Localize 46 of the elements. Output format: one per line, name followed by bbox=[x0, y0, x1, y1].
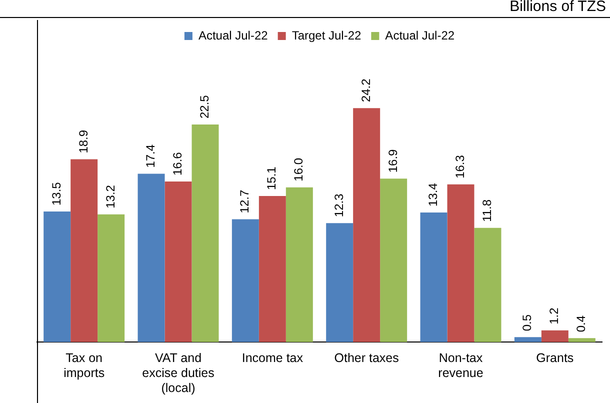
bar bbox=[258, 196, 286, 342]
bar bbox=[286, 187, 313, 342]
legend-label: Actual Jul-22 bbox=[198, 28, 268, 42]
data-label: 15.1 bbox=[264, 166, 279, 190]
bar bbox=[353, 108, 380, 342]
data-label: 11.8 bbox=[480, 199, 494, 222]
bar bbox=[447, 184, 474, 342]
data-label: 13.2 bbox=[103, 184, 118, 208]
bar bbox=[164, 182, 192, 342]
data-label: 16.3 bbox=[453, 154, 468, 178]
bar bbox=[474, 228, 502, 342]
data-label: 16.6 bbox=[170, 152, 185, 176]
bar bbox=[514, 337, 542, 342]
data-label: 0.4 bbox=[574, 315, 588, 332]
bar bbox=[232, 219, 259, 342]
x-tick-label: Grants bbox=[536, 350, 574, 365]
bar bbox=[326, 223, 354, 342]
bar bbox=[138, 174, 165, 342]
bar bbox=[98, 214, 125, 342]
data-label: 13.5 bbox=[49, 182, 64, 206]
x-tick-label: Non-tax revenue bbox=[438, 350, 484, 380]
chart-subtitle: Billions of TZS bbox=[510, 0, 606, 15]
bar bbox=[420, 212, 448, 342]
data-label: 12.7 bbox=[238, 190, 252, 214]
data-label: 12.3 bbox=[332, 193, 346, 218]
bar bbox=[568, 338, 596, 342]
legend-label: Target Jul-22 bbox=[292, 28, 362, 42]
x-tick-label: Income tax bbox=[242, 350, 304, 365]
bar bbox=[541, 330, 568, 342]
legend-label: Actual Jul-22 bbox=[385, 28, 455, 42]
data-label: 1.2 bbox=[547, 307, 562, 324]
data-label: 18.9 bbox=[76, 130, 90, 154]
bar bbox=[192, 124, 219, 342]
data-label: 13.4 bbox=[426, 182, 440, 206]
data-label: 17.4 bbox=[144, 144, 158, 168]
data-label: 0.5 bbox=[520, 314, 534, 332]
bar bbox=[380, 178, 408, 342]
data-label: 16.0 bbox=[292, 158, 306, 182]
data-label: 16.9 bbox=[386, 148, 400, 173]
x-tick-label: Other taxes bbox=[334, 350, 399, 365]
bar bbox=[70, 159, 98, 342]
data-label: 22.5 bbox=[198, 94, 212, 118]
x-tick-label: Tax on imports bbox=[64, 350, 105, 380]
bar bbox=[44, 212, 71, 342]
data-label: 24.2 bbox=[358, 78, 373, 102]
x-tick-label: VAT and excise duties (local) bbox=[142, 350, 214, 395]
